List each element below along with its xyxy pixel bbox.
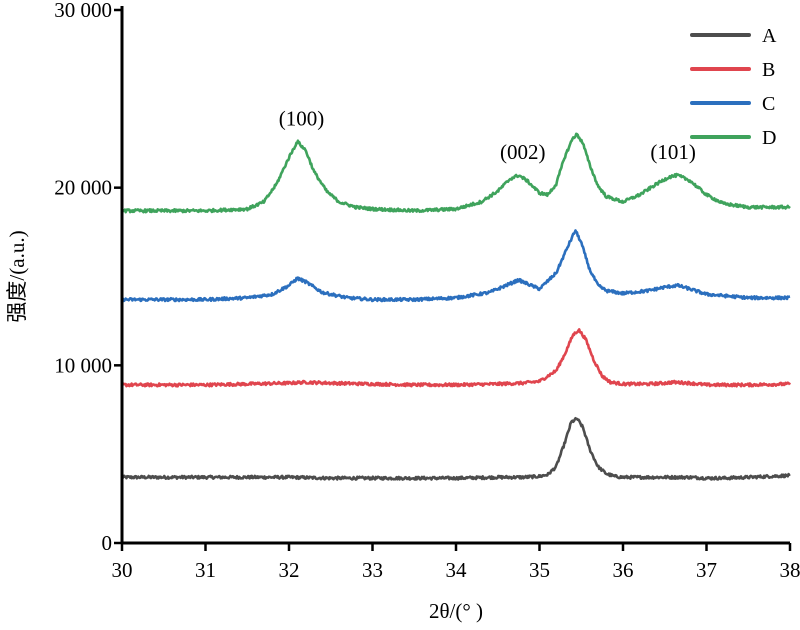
plot-series-group [120, 132, 792, 481]
peak-label: (100) [279, 106, 325, 130]
y-axis-title: 强度/(a.u.) [5, 230, 29, 322]
labels-group: 30 31 32 33 34 35 36 37 38 0 10 000 20 000 30 000 2θ/… [5, 0, 800, 623]
y-tick-label: 0 [102, 531, 113, 555]
x-tick-label: 35 [529, 558, 550, 582]
y-tick-label: 30 000 [54, 0, 112, 22]
legend-label-d: D [762, 127, 776, 149]
legend-label-c: C [762, 93, 775, 115]
y-tick-label: 20 000 [54, 176, 112, 200]
x-tick-label: 38 [780, 558, 800, 582]
legend-label-b: B [762, 59, 775, 81]
x-tick-label: 37 [696, 558, 717, 582]
legend-label-a: A [762, 25, 777, 47]
x-tick-label: 33 [362, 558, 383, 582]
x-tick-label: 31 [195, 558, 216, 582]
y-tick-label: 10 000 [54, 353, 112, 377]
peak-label: (101) [650, 140, 696, 164]
x-tick-label: 32 [279, 558, 300, 582]
series-line-d [121, 132, 791, 214]
peak-label: (002) [500, 140, 546, 164]
x-tick-label: 30 [112, 558, 133, 582]
x-tick-label: 34 [446, 558, 468, 582]
x-axis-title: 2θ/(° ) [429, 599, 483, 623]
axes-group [114, 6, 792, 551]
x-tick-label: 36 [613, 558, 634, 582]
series-line-a [120, 416, 791, 481]
series-line-b [120, 328, 792, 388]
series-line-c [121, 229, 791, 303]
